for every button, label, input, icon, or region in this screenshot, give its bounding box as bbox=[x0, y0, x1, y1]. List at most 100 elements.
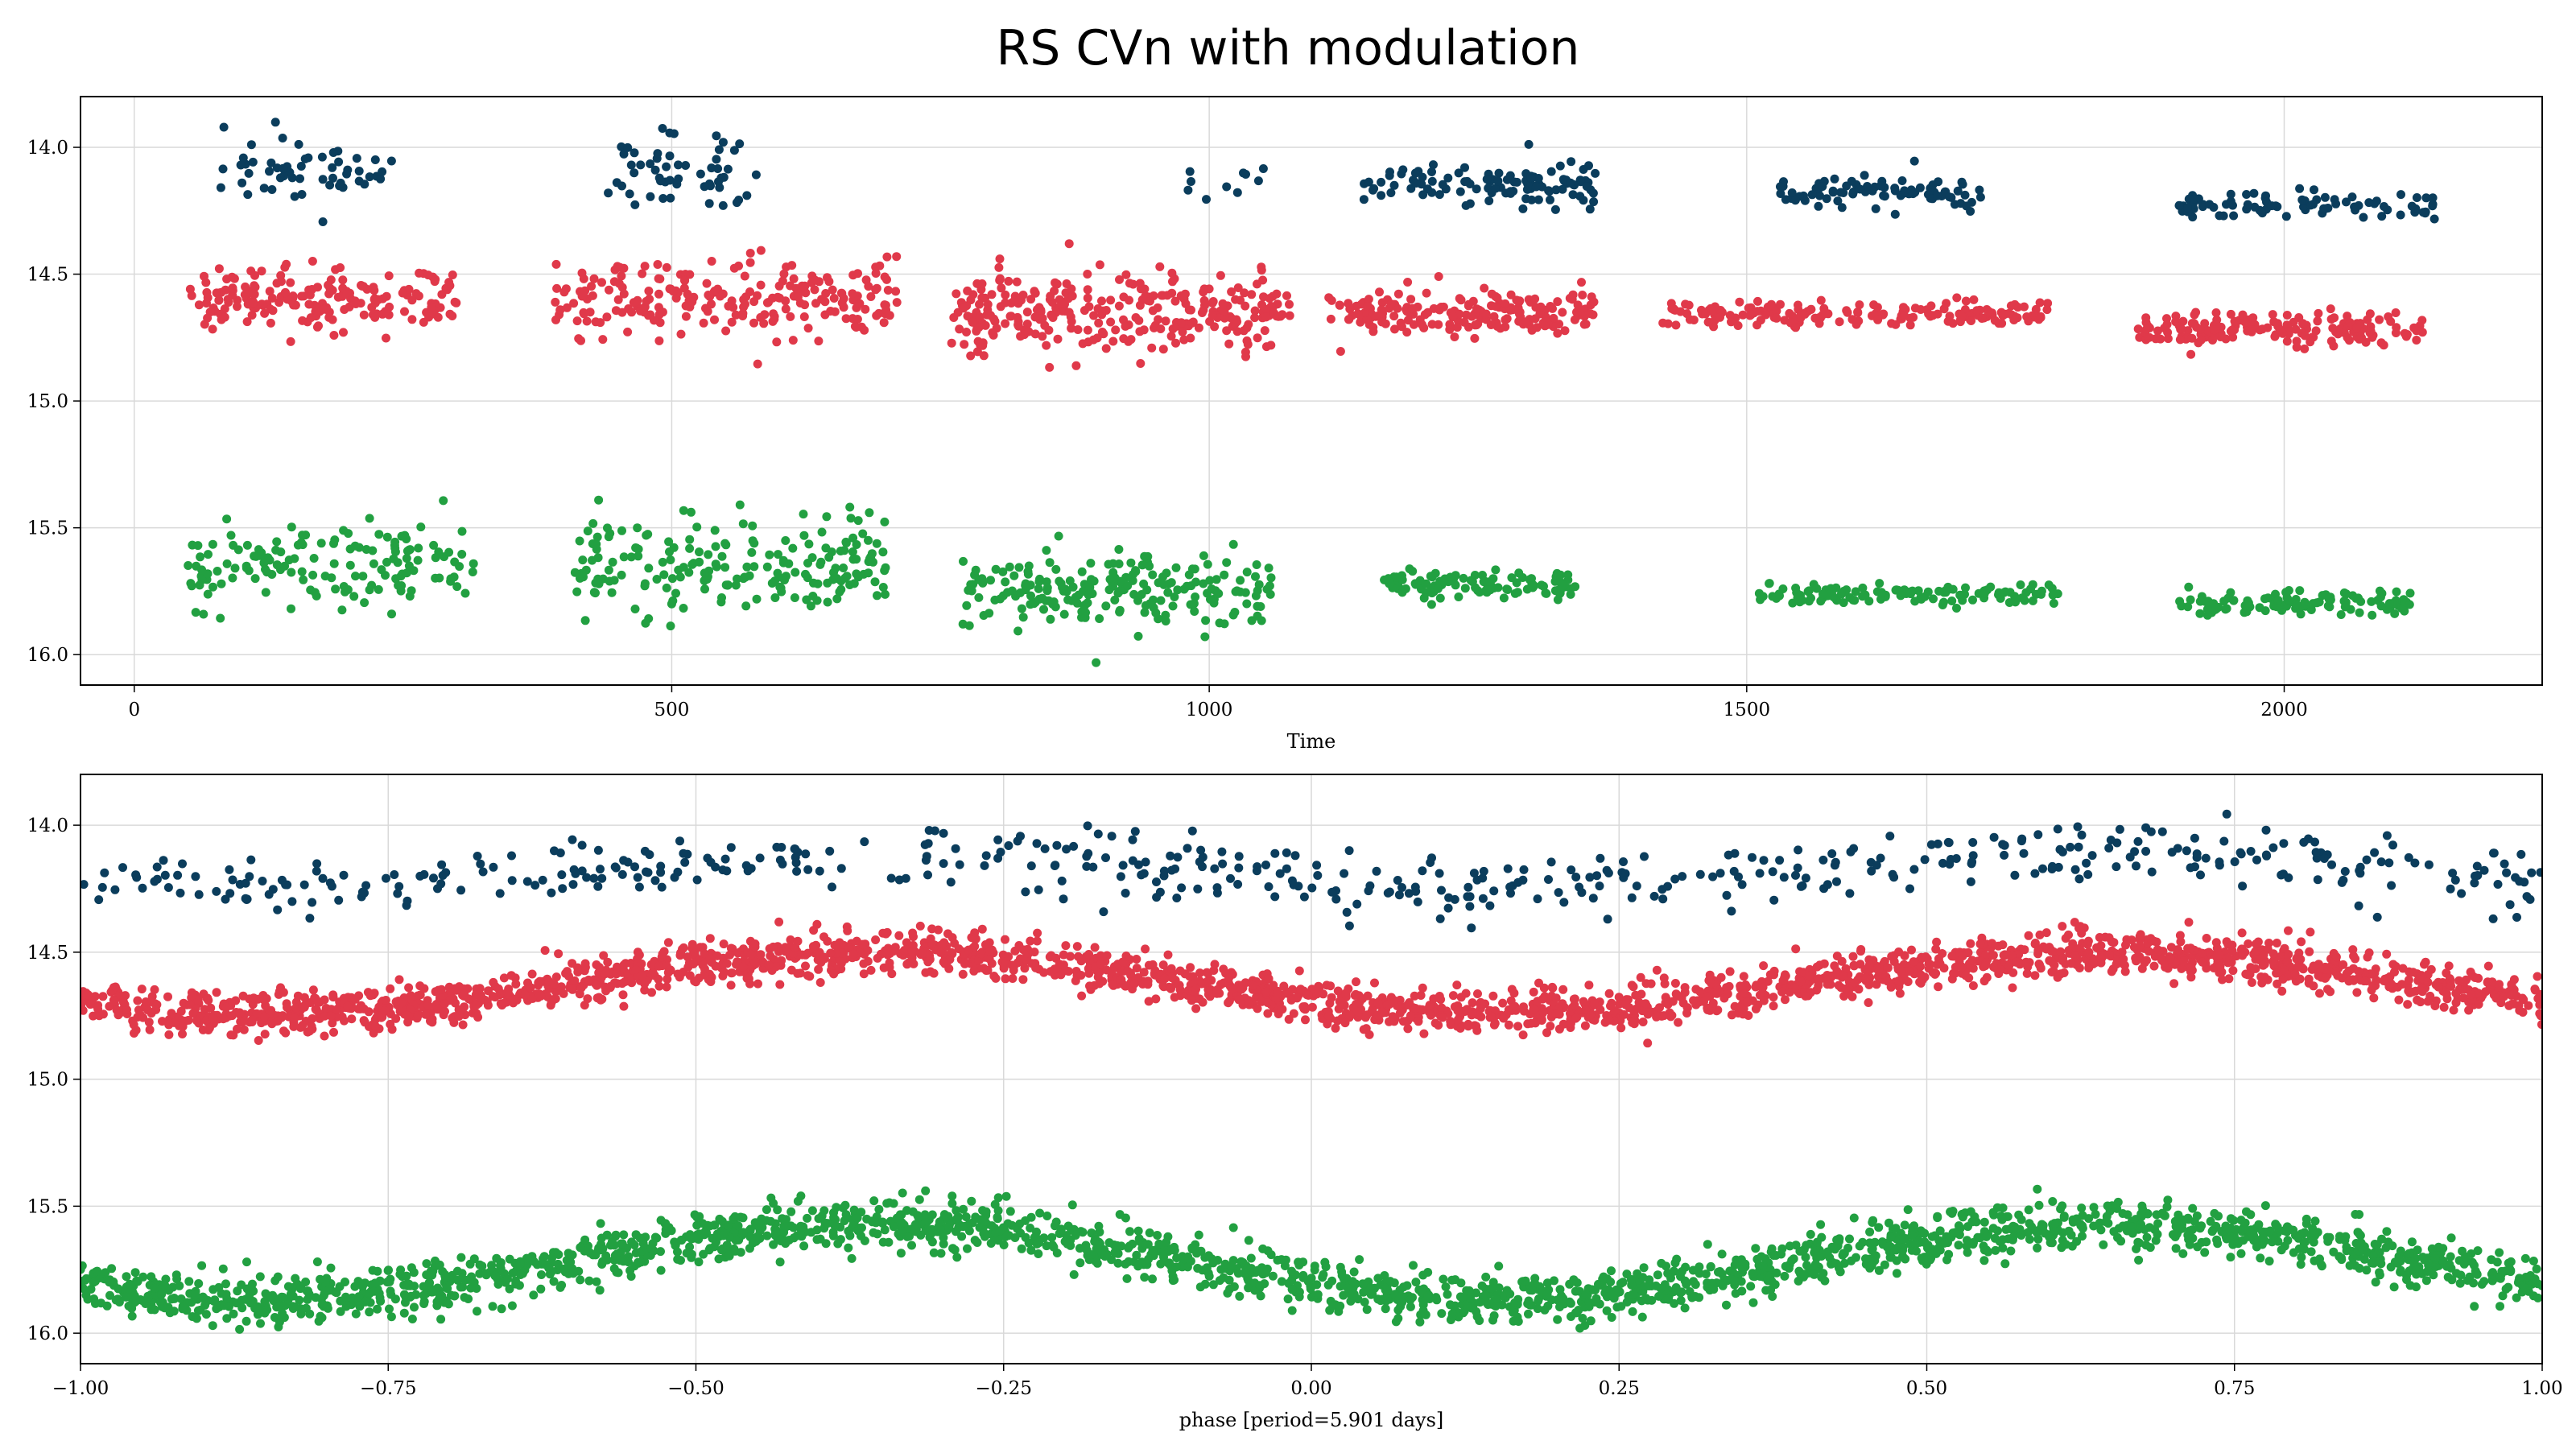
data-point bbox=[866, 965, 876, 975]
data-point bbox=[1265, 581, 1274, 591]
data-point bbox=[894, 931, 904, 940]
data-point bbox=[212, 886, 221, 896]
data-point bbox=[705, 291, 715, 301]
data-point bbox=[2416, 997, 2425, 1007]
data-point bbox=[2049, 599, 2058, 608]
data-point bbox=[187, 291, 196, 300]
data-point bbox=[1071, 976, 1080, 985]
data-point bbox=[841, 314, 851, 324]
data-point bbox=[858, 529, 868, 539]
data-point bbox=[2382, 831, 2392, 840]
data-point bbox=[719, 939, 729, 949]
data-point bbox=[176, 1006, 186, 1016]
data-point bbox=[2351, 205, 2360, 215]
data-point bbox=[1046, 614, 1055, 624]
data-point bbox=[1504, 1020, 1513, 1030]
data-point bbox=[1128, 856, 1137, 865]
data-point bbox=[2132, 861, 2140, 871]
data-point bbox=[558, 884, 568, 894]
data-point bbox=[450, 557, 460, 567]
data-point bbox=[881, 305, 891, 315]
data-point bbox=[2372, 196, 2381, 206]
data-point bbox=[809, 578, 818, 588]
data-point bbox=[2384, 599, 2394, 609]
data-point bbox=[2314, 308, 2323, 318]
data-point bbox=[267, 293, 277, 303]
data-point bbox=[653, 260, 663, 269]
data-point bbox=[2272, 939, 2281, 947]
data-point bbox=[2036, 313, 2046, 322]
data-point bbox=[1480, 576, 1489, 586]
data-point bbox=[964, 621, 974, 630]
data-point bbox=[1404, 889, 1414, 898]
data-point bbox=[2354, 593, 2363, 603]
data-point bbox=[962, 328, 971, 336]
data-point bbox=[229, 274, 239, 283]
data-point bbox=[2451, 998, 2461, 1008]
data-point bbox=[2203, 326, 2212, 336]
data-point bbox=[329, 331, 339, 340]
data-point bbox=[729, 146, 739, 155]
data-point bbox=[1674, 991, 1683, 1001]
x-tick-label: 0.25 bbox=[1599, 1378, 1640, 1399]
data-point bbox=[1227, 287, 1236, 296]
data-point bbox=[762, 562, 772, 572]
data-point bbox=[1558, 184, 1567, 194]
data-point bbox=[2409, 968, 2418, 977]
data-point bbox=[226, 530, 236, 540]
data-point bbox=[1506, 996, 1516, 1005]
data-point bbox=[642, 296, 651, 306]
data-point bbox=[1233, 283, 1243, 292]
data-point bbox=[2030, 939, 2040, 947]
data-point bbox=[939, 859, 948, 869]
data-point bbox=[815, 978, 825, 987]
data-point bbox=[717, 551, 727, 561]
data-point bbox=[370, 155, 380, 164]
data-point bbox=[791, 844, 800, 854]
data-point bbox=[1199, 551, 1208, 560]
data-point bbox=[1397, 883, 1406, 892]
data-point bbox=[791, 568, 800, 577]
data-point bbox=[1126, 335, 1136, 345]
data-point bbox=[839, 564, 848, 572]
data-point bbox=[2195, 597, 2205, 606]
data-point bbox=[1217, 847, 1227, 857]
data-point bbox=[1435, 914, 1445, 923]
data-point bbox=[1845, 889, 1855, 898]
data-point bbox=[981, 851, 991, 861]
data-point bbox=[2315, 989, 2324, 998]
data-point bbox=[580, 286, 590, 295]
data-point bbox=[1769, 993, 1778, 1002]
data-point bbox=[1201, 616, 1211, 625]
data-point bbox=[2133, 836, 2143, 846]
data-point bbox=[1479, 866, 1488, 876]
data-point bbox=[225, 865, 234, 874]
data-point bbox=[1194, 323, 1203, 332]
data-point bbox=[923, 870, 932, 880]
data-point bbox=[2520, 877, 2529, 887]
data-point bbox=[325, 180, 335, 190]
data-point bbox=[1247, 290, 1257, 299]
data-point bbox=[685, 535, 695, 544]
data-point bbox=[714, 145, 724, 155]
data-point bbox=[2392, 323, 2401, 332]
data-point bbox=[1364, 295, 1373, 304]
data-point bbox=[2107, 967, 2116, 976]
data-point bbox=[939, 957, 948, 967]
data-point bbox=[738, 519, 748, 529]
data-point bbox=[429, 873, 438, 883]
data-point bbox=[751, 170, 761, 180]
data-point bbox=[2229, 211, 2239, 221]
data-point bbox=[1434, 320, 1443, 329]
data-point bbox=[1472, 184, 1481, 194]
data-point bbox=[1546, 1022, 1555, 1031]
data-point bbox=[1582, 182, 1591, 191]
data-point bbox=[767, 579, 777, 588]
data-point bbox=[1966, 207, 1975, 216]
data-point bbox=[555, 305, 565, 315]
data-point bbox=[623, 142, 633, 152]
data-point bbox=[1759, 856, 1769, 865]
data-point bbox=[2284, 873, 2293, 882]
data-point bbox=[2010, 870, 2020, 880]
data-point bbox=[803, 865, 813, 874]
